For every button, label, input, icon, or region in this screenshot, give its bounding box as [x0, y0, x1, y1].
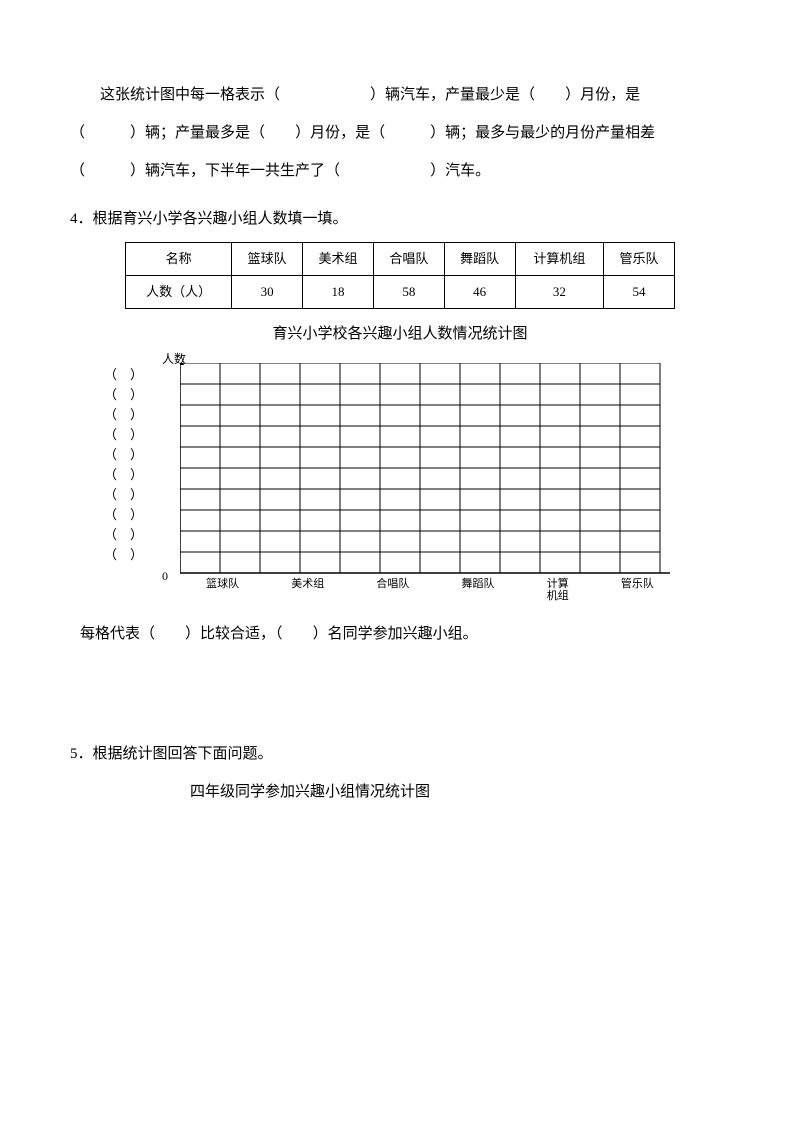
q3-line2: （ ）辆；产量最多是（ ）月份，是（ ）辆；最多与最少的月份产量相差	[70, 118, 730, 148]
x-axis-labels: 篮球队 美术组 合唱队 舞蹈队 计算机组 管乐队	[180, 578, 680, 602]
q3-l1-b: ）辆汽车，产量最少是（	[370, 87, 535, 103]
q3-l3-a: （	[70, 163, 85, 179]
q3-l2-d: ）辆；最多与最少的月份产量相差	[430, 125, 655, 141]
th-art: 美术组	[303, 243, 374, 276]
q3-l3-b: ）辆汽车，下半年一共生产了（	[130, 163, 340, 179]
td-v4: 32	[515, 276, 604, 309]
x-label: 合唱队	[376, 578, 409, 602]
chart-grid	[180, 363, 680, 583]
x-label-computer: 计算机组	[547, 578, 569, 602]
td-v3: 46	[444, 276, 515, 309]
y-blank: （ ）	[104, 544, 143, 564]
q4-header: 4．根据育兴小学各兴趣小组人数填一填。	[70, 204, 730, 234]
q4-table: 名称 篮球队 美术组 合唱队 舞蹈队 计算机组 管乐队 人数（人） 30 18 …	[125, 242, 675, 309]
td-v2: 58	[373, 276, 444, 309]
y-blank: （ ）	[104, 464, 143, 484]
x-label: 美术组	[291, 578, 324, 602]
y-blank: （ ）	[104, 484, 143, 504]
q3-l2-a: （	[70, 125, 85, 141]
q3-l2-b: ）辆；产量最多是（	[130, 125, 265, 141]
x-label: 篮球队	[206, 578, 239, 602]
th-dance: 舞蹈队	[444, 243, 515, 276]
y-blank: （ ）	[104, 424, 143, 444]
td-label: 人数（人）	[126, 276, 232, 309]
zero-label: 0	[162, 564, 168, 588]
y-blank: （ ）	[104, 364, 143, 384]
table-row: 人数（人） 30 18 58 46 32 54	[126, 276, 675, 309]
td-v0: 30	[232, 276, 303, 309]
q3-l1-c: ）月份，是	[565, 87, 640, 103]
q5-header: 5．根据统计图回答下面问题。	[70, 739, 730, 769]
x-label: 舞蹈队	[462, 578, 495, 602]
y-blank: （ ）	[104, 404, 143, 424]
y-blank: （ ）	[104, 524, 143, 544]
q3-l2-c: ）月份，是（	[295, 125, 385, 141]
chart-title: 育兴小学校各兴趣小组人数情况统计图	[70, 319, 730, 349]
th-name: 名称	[126, 243, 232, 276]
q3-line1: 这张统计图中每一格表示（ ）辆汽车，产量最少是（ ）月份，是	[70, 80, 730, 110]
q4b-c: ）名同学参加兴趣小组。	[313, 626, 478, 642]
td-v1: 18	[303, 276, 374, 309]
th-wind: 管乐队	[604, 243, 675, 276]
y-blank: （ ）	[104, 504, 143, 524]
q4-below: 每格代表（ ）比较合适，（ ）名同学参加兴趣小组。	[70, 619, 730, 649]
q3-l3-c: ）汽车。	[430, 163, 490, 179]
th-computer: 计算机组	[515, 243, 604, 276]
q4b-b: ）比较合适，（	[185, 626, 283, 642]
q5-section: 5．根据统计图回答下面问题。 四年级同学参加兴趣小组情况统计图	[70, 739, 730, 807]
table-row: 名称 篮球队 美术组 合唱队 舞蹈队 计算机组 管乐队	[126, 243, 675, 276]
q5-sub: 四年级同学参加兴趣小组情况统计图	[70, 777, 730, 807]
q3-l1-a: 这张统计图中每一格表示（	[100, 87, 280, 103]
y-axis-blanks: （ ） （ ） （ ） （ ） （ ） （ ） （ ） （ ） （ ） （ ）	[104, 364, 143, 564]
y-blank: （ ）	[104, 444, 143, 464]
q4b-a: 每格代表（	[80, 626, 155, 642]
th-basketball: 篮球队	[232, 243, 303, 276]
th-choir: 合唱队	[373, 243, 444, 276]
x-label: 管乐队	[621, 578, 654, 602]
q3-line3: （ ）辆汽车，下半年一共生产了（ ）汽车。	[70, 156, 730, 186]
td-v5: 54	[604, 276, 675, 309]
y-blank: （ ）	[104, 384, 143, 404]
